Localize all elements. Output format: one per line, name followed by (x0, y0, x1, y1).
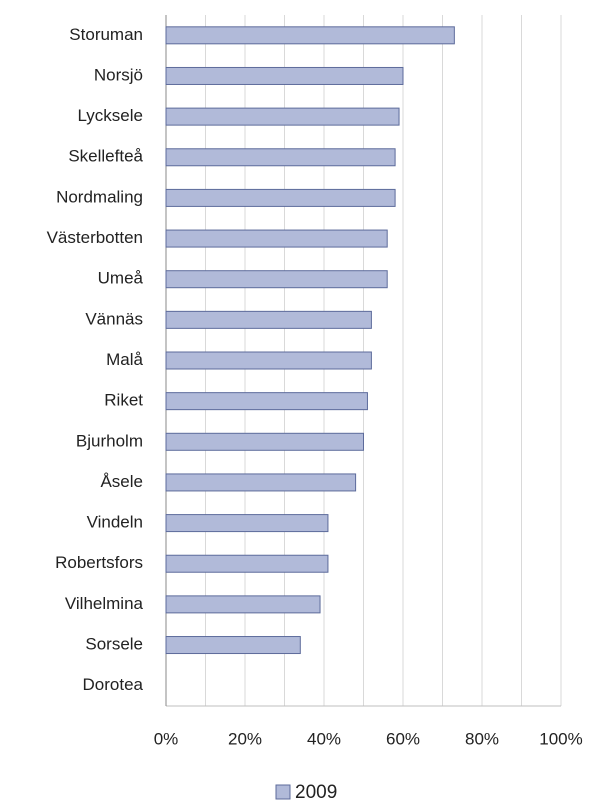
bar (165, 26, 455, 45)
legend-swatch (275, 784, 291, 800)
bar (165, 107, 400, 126)
y-tick-label: Riket (104, 391, 143, 410)
bar (165, 351, 372, 370)
y-tick-label: Vindeln (87, 513, 143, 532)
bar (165, 310, 372, 329)
y-tick-label: Storuman (69, 25, 143, 44)
bar (165, 595, 321, 614)
legend-label: 2009 (295, 782, 337, 801)
y-tick-label: Norsjö (94, 65, 143, 84)
bar (165, 514, 329, 533)
bar (165, 66, 404, 85)
y-tick-label: Sorsele (85, 635, 143, 654)
y-tick-label: Malå (106, 350, 143, 369)
x-tick-label: 100% (539, 729, 582, 748)
bar (165, 473, 357, 492)
bar (165, 270, 388, 289)
y-tick-label: Lycksele (77, 106, 143, 125)
bar (165, 636, 301, 655)
y-tick-label: Skellefteå (68, 147, 143, 166)
x-tick-label: 60% (386, 729, 420, 748)
x-tick-label: 80% (465, 729, 499, 748)
x-tick-label: 0% (154, 729, 179, 748)
bar (165, 554, 329, 573)
bar (165, 432, 364, 451)
y-tick-label: Dorotea (83, 675, 144, 694)
bar (165, 148, 396, 167)
y-tick-label: Umeå (98, 269, 144, 288)
y-tick-label: Bjurholm (76, 431, 143, 450)
x-tick-label: 20% (228, 729, 262, 748)
x-tick-label: 40% (307, 729, 341, 748)
y-tick-label: Vännäs (85, 309, 143, 328)
bar (165, 392, 368, 411)
y-tick-label: Västerbotten (47, 228, 143, 247)
y-tick-label: Vilhelmina (65, 594, 144, 613)
bar (165, 188, 396, 207)
y-tick-label: Robertsfors (55, 553, 143, 572)
y-tick-label: Åsele (100, 472, 143, 491)
bar (165, 229, 388, 248)
y-tick-label: Nordmaling (56, 187, 143, 206)
